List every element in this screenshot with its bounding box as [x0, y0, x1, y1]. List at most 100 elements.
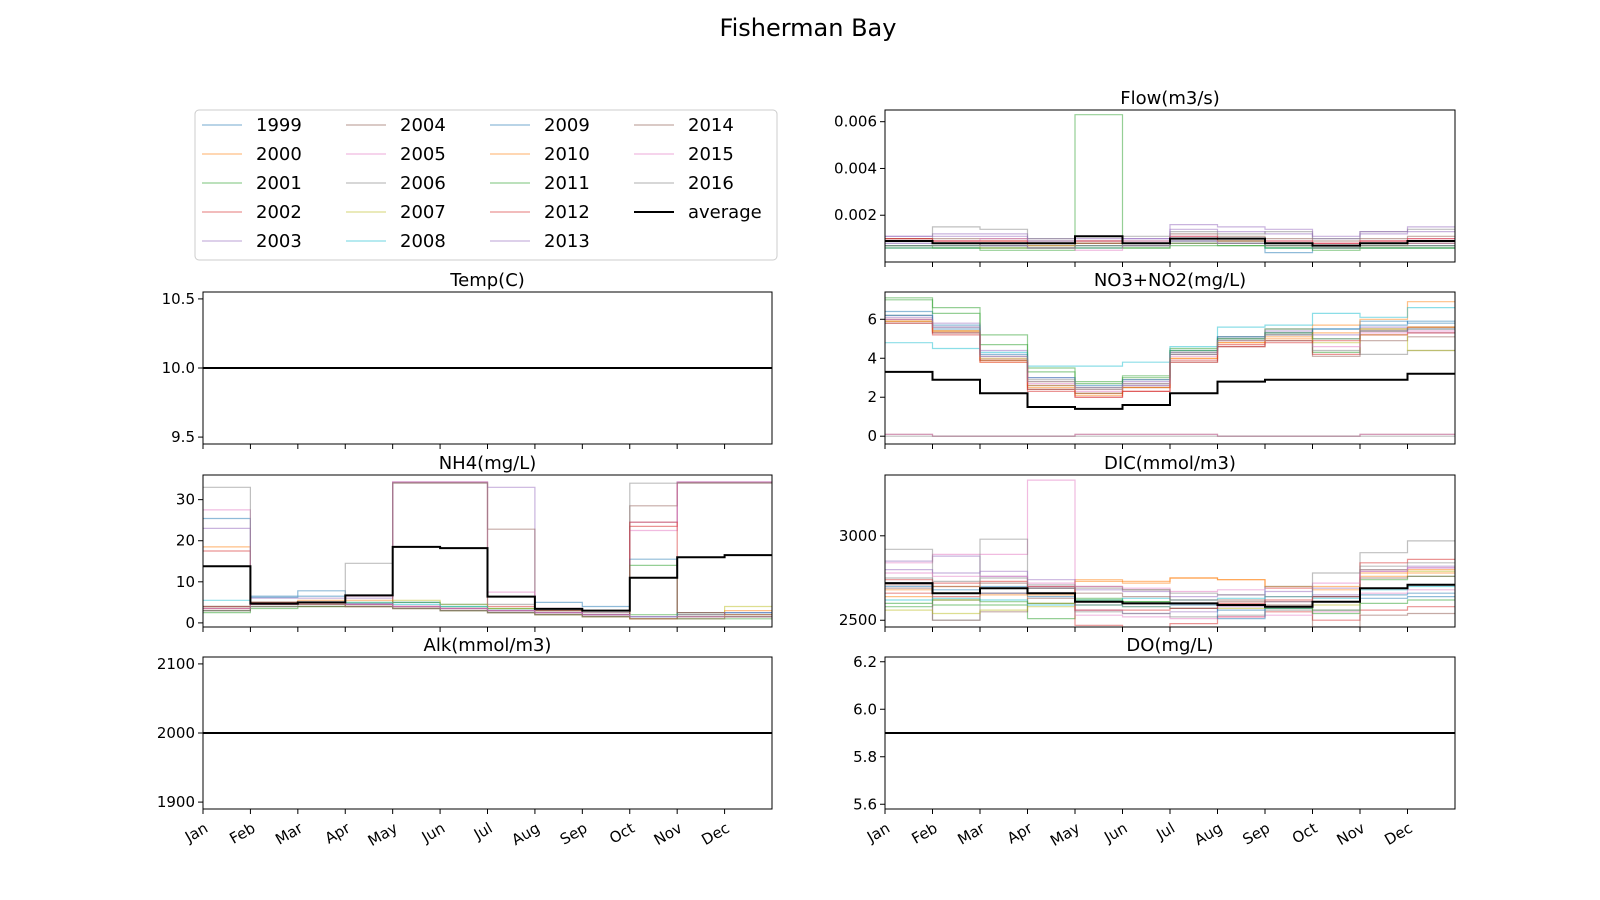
x-tick-label-nov: Nov — [651, 819, 685, 849]
legend-entry-2008: 2008 — [346, 231, 446, 252]
series-line-average — [885, 370, 1455, 410]
y-tick-label: 4 — [867, 349, 877, 367]
panel-no3-no2-mg-l: 0 2 4 6 NO3+NO2(mg/L) — [867, 270, 1456, 449]
y-tick-label: 9.5 — [171, 428, 195, 446]
panel-flow-m3-s: 0.002 0.004 0.006 Flow(m3/s) — [834, 88, 1456, 267]
legend-entry-2004: 2004 — [346, 115, 446, 136]
x-tick-label-feb: Feb — [908, 819, 940, 848]
x-tick-label-feb: Feb — [226, 819, 258, 848]
legend-label: 2011 — [544, 173, 590, 194]
legend-entry-2015: 2015 — [634, 144, 734, 165]
series-group — [885, 297, 1455, 437]
panel-dic-mmol-m3: 2500 3000 DIC(mmol/m3) — [839, 453, 1456, 632]
x-tick-label-mar: Mar — [272, 818, 306, 848]
y-tick-label: 5.6 — [853, 795, 877, 813]
y-tick-label: 3000 — [839, 527, 877, 545]
legend-label: 1999 — [256, 115, 302, 136]
y-tick-label: 6.2 — [853, 653, 877, 671]
legend-label: 2015 — [688, 144, 734, 165]
y-tick-label: 0.004 — [834, 159, 877, 177]
legend-entry-2013: 2013 — [490, 231, 590, 252]
series-line-2016 — [203, 603, 772, 620]
legend-label: 2007 — [400, 202, 446, 223]
y-tick-label: 6 — [867, 310, 877, 328]
series-line-2016 — [885, 562, 1455, 598]
legend-entry-average: average — [634, 202, 762, 223]
y-tick-label: 0 — [185, 614, 195, 632]
legend-label: 2010 — [544, 144, 590, 165]
legend-label: 2001 — [256, 173, 302, 194]
series-group — [885, 479, 1455, 627]
series-line-2013 — [885, 318, 1455, 390]
legend-label: 2013 — [544, 231, 590, 252]
legend-entry-2012: 2012 — [490, 202, 590, 223]
legend-label: 2014 — [688, 115, 734, 136]
x-tick-label-may: May — [1047, 819, 1083, 850]
y-tick-label: 10.5 — [162, 290, 195, 308]
panel-temp-c: 9.5 10.0 10.5 Temp(C) — [162, 270, 773, 449]
x-tick-label-mar: Mar — [954, 818, 988, 848]
x-tick-label-aug: Aug — [1191, 819, 1225, 849]
legend-frame — [194, 109, 778, 261]
series-line-average — [203, 545, 772, 612]
x-tick-label-apr: Apr — [1004, 818, 1036, 847]
y-tick-label: 20 — [176, 532, 195, 550]
figure-title: Fisherman Bay — [720, 14, 897, 42]
x-tick-label-jul: Jul — [470, 819, 496, 844]
y-tick-label: 2000 — [157, 724, 195, 742]
panel-do-mg-l: 5.6 5.8 6.0 6.2 Jan Feb Mar Apr May Jun Jul Aug Sep O… — [853, 635, 1456, 850]
x-tick-label-dec: Dec — [698, 819, 732, 849]
legend-entry-2003: 2003 — [202, 231, 302, 252]
legend-entry-2002: 2002 — [202, 202, 302, 223]
panel-title: Flow(m3/s) — [1120, 88, 1220, 109]
legend-label: 2004 — [400, 115, 446, 136]
panel-title: NH4(mg/L) — [439, 453, 537, 474]
legend-entry-1999: 1999 — [202, 115, 302, 136]
panel-title: Alk(mmol/m3) — [424, 635, 552, 656]
legend-entry-2009: 2009 — [490, 115, 590, 136]
y-tick-label: 0 — [867, 427, 877, 445]
panel-title: DO(mg/L) — [1126, 635, 1213, 656]
series-group — [885, 114, 1455, 254]
legend-label: 2009 — [544, 115, 590, 136]
y-tick-label: 5.8 — [853, 748, 877, 766]
x-tick-label-may: May — [365, 819, 401, 850]
legend-entry-2001: 2001 — [202, 173, 302, 194]
legend-entry-2000: 2000 — [202, 144, 302, 165]
panel-title: NO3+NO2(mg/L) — [1094, 270, 1246, 291]
legend-label: average — [688, 202, 762, 223]
x-tick-label-sep: Sep — [557, 819, 590, 849]
series-line-average — [885, 235, 1455, 247]
legend-entry-2005: 2005 — [346, 144, 446, 165]
legend: 1999 2000 2001 2002 2003 2004 2005 2006 2007 2008… — [194, 109, 778, 261]
legend-entry-2006: 2006 — [346, 173, 446, 194]
legend-entry-2016: 2016 — [634, 173, 734, 194]
series-line-average — [885, 582, 1455, 608]
x-tick-label-jan: Jan — [863, 819, 893, 847]
legend-label: 2005 — [400, 144, 446, 165]
y-tick-label: 0.006 — [834, 113, 877, 131]
legend-label: 2000 — [256, 144, 302, 165]
panel-title: Temp(C) — [449, 270, 525, 291]
x-tick-label-oct: Oct — [1289, 819, 1321, 848]
x-tick-label-dec: Dec — [1381, 819, 1415, 849]
legend-label: 2002 — [256, 202, 302, 223]
legend-entry-2010: 2010 — [490, 144, 590, 165]
panel-nh4-mg-l: 0 10 20 30 NH4(mg/L) — [176, 453, 773, 632]
x-tick-label-nov: Nov — [1334, 819, 1368, 849]
y-tick-label: 1900 — [157, 793, 195, 811]
x-tick-label-jan: Jan — [181, 819, 211, 847]
x-tick-label-apr: Apr — [322, 818, 354, 847]
x-tick-label-jun: Jun — [418, 819, 448, 847]
x-tick-label-aug: Aug — [509, 819, 543, 849]
y-tick-label: 10.0 — [162, 359, 195, 377]
x-tick-label-oct: Oct — [606, 819, 638, 848]
x-tick-label-jul: Jul — [1152, 819, 1178, 844]
panel-alk-mmol-m3: 1900 2000 2100 Jan Feb Mar Apr May Jun Jul Aug Sep O… — [157, 635, 773, 850]
legend-label: 2003 — [256, 231, 302, 252]
legend-label: 2016 — [688, 173, 734, 194]
legend-entry-2014: 2014 — [634, 115, 734, 136]
x-tick-label-sep: Sep — [1240, 819, 1273, 849]
y-tick-label: 2100 — [157, 655, 195, 673]
